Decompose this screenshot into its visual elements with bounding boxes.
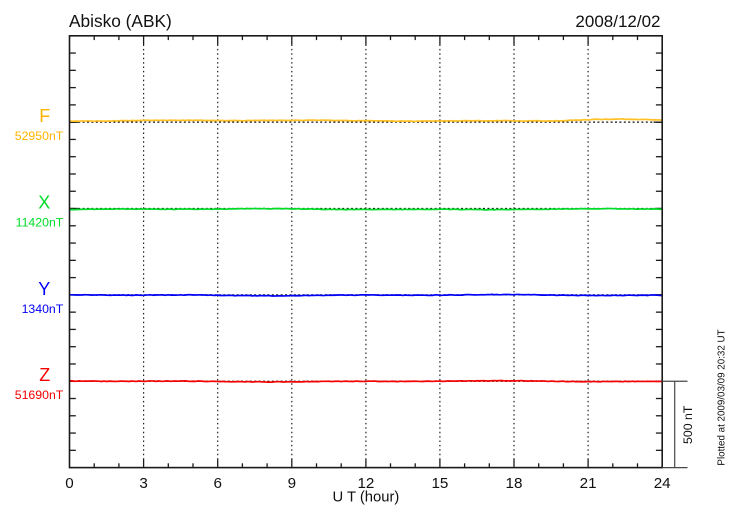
svg-text:0: 0	[65, 475, 73, 492]
svg-text:52950nT: 52950nT	[15, 129, 64, 143]
svg-text:24: 24	[654, 475, 671, 492]
svg-text:F: F	[39, 106, 50, 126]
svg-text:Abisko (ABK): Abisko (ABK)	[69, 11, 172, 31]
svg-text:9: 9	[288, 475, 296, 492]
svg-text:51690nT: 51690nT	[15, 388, 64, 402]
svg-text:18: 18	[506, 475, 523, 492]
svg-text:21: 21	[580, 475, 597, 492]
svg-text:500 nT: 500 nT	[681, 405, 695, 444]
svg-text:Plotted at 2009/03/09 20:32 UT: Plotted at 2009/03/09 20:32 UT	[717, 329, 728, 465]
svg-text:15: 15	[431, 475, 448, 492]
svg-text:U T (hour): U T (hour)	[332, 490, 399, 506]
svg-text:X: X	[38, 193, 50, 213]
svg-text:3: 3	[139, 475, 147, 492]
svg-text:2008/12/02: 2008/12/02	[575, 12, 660, 31]
svg-text:Z: Z	[39, 365, 50, 385]
svg-text:12: 12	[357, 475, 374, 492]
svg-text:Y: Y	[38, 279, 50, 299]
svg-text:1340nT: 1340nT	[22, 302, 64, 316]
svg-text:6: 6	[213, 475, 221, 492]
svg-text:11420nT: 11420nT	[16, 216, 64, 230]
